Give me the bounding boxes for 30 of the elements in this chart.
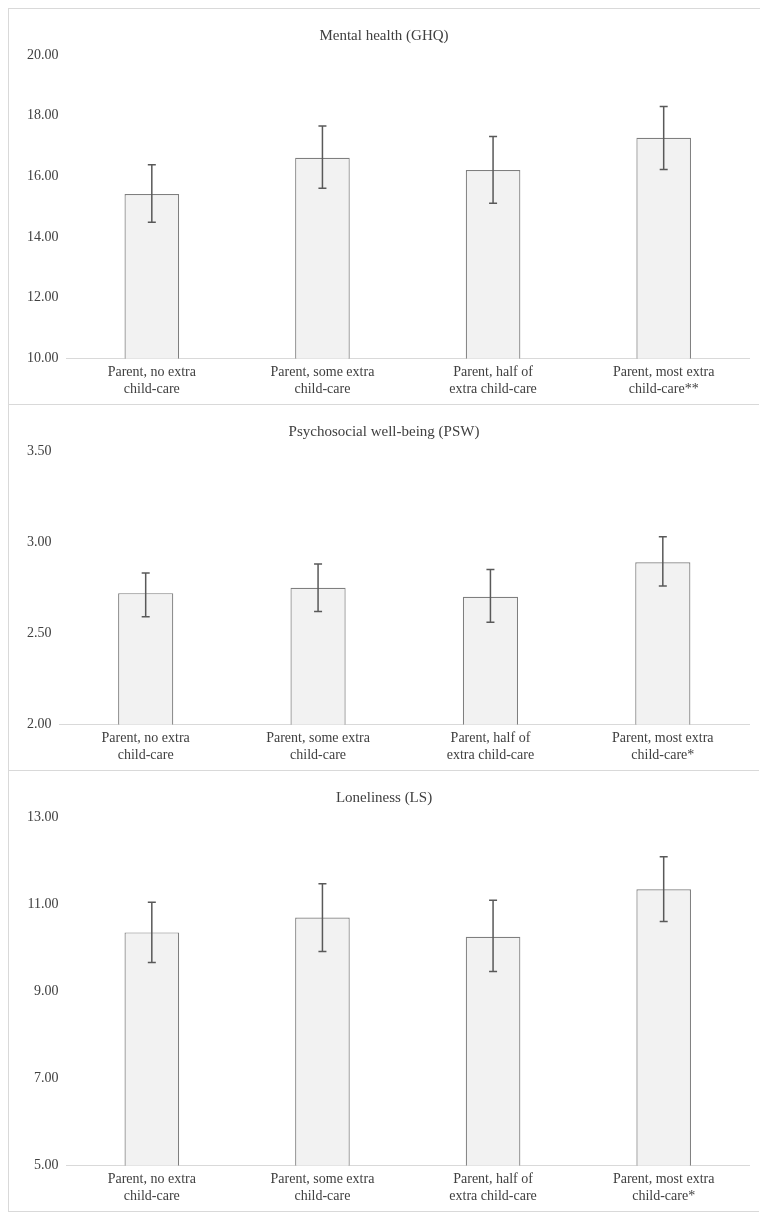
x-tick-label: Parent, some extra child-care	[270, 1171, 376, 1204]
chart-title: Loneliness (LS)	[335, 788, 433, 806]
y-tick-label: 13.00	[27, 808, 59, 824]
x-tick-label: Parent, most extra child-care*	[612, 1171, 716, 1204]
y-tick-label: 11.00	[27, 895, 59, 911]
y-tick-label: 20.00	[27, 46, 59, 62]
y-tick-label: 10.00	[27, 350, 59, 366]
x-tick-label: Parent, no extra child-care	[107, 1171, 197, 1204]
x-tick-label: Parent, some extra child-care	[270, 364, 376, 397]
y-tick-label: 18.00	[27, 107, 59, 123]
y-tick-label: 2.50	[27, 624, 52, 640]
y-tick-label: 12.00	[27, 289, 59, 305]
x-tick-label: Parent, no extra child-care	[107, 364, 197, 397]
x-tick-label: Parent, half of extra child-care	[449, 364, 537, 397]
chart-title: Psychosocial well-being (PSW)	[288, 422, 480, 440]
x-tick-label: Parent, half of extra child-care	[446, 730, 535, 763]
y-tick-label: 16.00	[27, 168, 59, 184]
x-tick-label: Parent, no extra child-care	[101, 730, 191, 763]
x-tick-label: Parent, some extra child-care	[266, 730, 371, 763]
y-tick-label: 3.00	[27, 533, 52, 549]
y-tick-label: 7.00	[34, 1069, 59, 1085]
x-tick-label: Parent, most extra child-care*	[612, 730, 715, 763]
chart-title: Mental health (GHQ)	[319, 26, 449, 44]
y-tick-label: 3.50	[27, 442, 52, 458]
x-tick-label: Parent, half of extra child-care	[449, 1171, 537, 1204]
y-tick-label: 2.00	[27, 716, 52, 732]
x-tick-label: Parent, most extra child-care**	[612, 364, 716, 397]
y-tick-label: 5.00	[34, 1157, 59, 1173]
y-tick-label: 9.00	[34, 982, 59, 998]
y-tick-label: 14.00	[27, 228, 59, 244]
